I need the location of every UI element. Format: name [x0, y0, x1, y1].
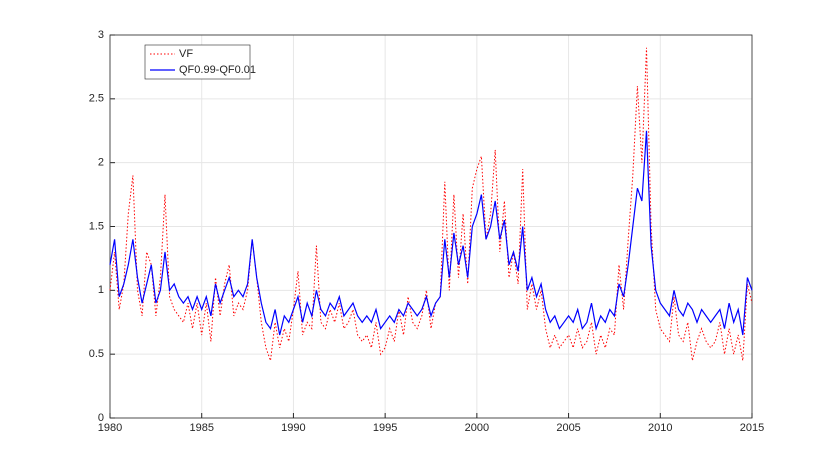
x-tick-label: 2000	[465, 422, 489, 434]
x-tick-label: 1990	[281, 422, 305, 434]
x-tick-label: 2010	[648, 422, 672, 434]
x-tick-label: 1985	[189, 422, 213, 434]
legend-box	[144, 44, 251, 80]
y-tick-label: 2	[98, 157, 104, 169]
y-tick-label: 0	[98, 412, 104, 424]
y-tick-label: 2.5	[89, 93, 104, 105]
y-tick-label: 1	[98, 284, 104, 296]
x-tick-label: 1980	[98, 422, 122, 434]
series-line	[109, 130, 753, 336]
x-tick-label: 2015	[740, 422, 764, 434]
x-tick-label: 1995	[373, 422, 397, 434]
axes-box	[109, 34, 753, 419]
y-tick-label: 1.5	[89, 220, 104, 232]
legend-label: VF	[179, 48, 193, 60]
x-tick-label: 2005	[556, 422, 580, 434]
legend-label: QF0.99-QF0.01	[179, 64, 256, 76]
y-tick-label: 3	[98, 29, 104, 41]
y-tick-label: 0.5	[89, 348, 104, 360]
